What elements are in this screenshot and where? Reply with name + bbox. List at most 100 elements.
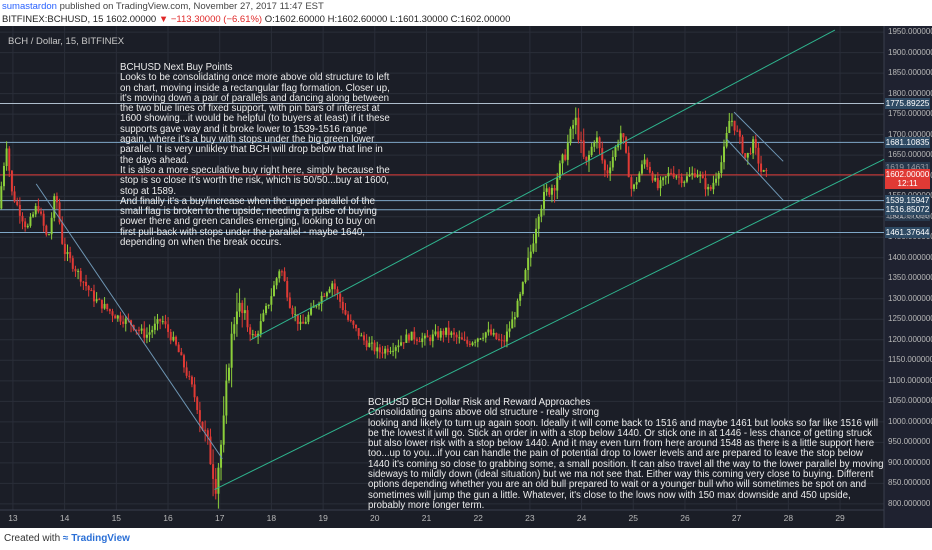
y-tick-label: 1200.000000 — [888, 334, 932, 344]
candle-body — [249, 327, 252, 335]
candle-body — [633, 184, 636, 189]
candle-body — [135, 329, 138, 331]
candle-body — [190, 376, 193, 385]
y-tick-label: 850.000000 — [888, 478, 931, 488]
candle-body — [143, 328, 146, 338]
candle-body — [243, 310, 246, 314]
candle-body — [254, 334, 257, 337]
candle-body — [622, 133, 625, 138]
candle-body — [376, 347, 379, 352]
candle-body — [577, 117, 580, 140]
candle-body — [32, 214, 35, 217]
candle-body — [640, 164, 643, 174]
candle-body — [529, 251, 532, 258]
candle-body — [206, 430, 209, 437]
candle-body — [561, 154, 564, 164]
candle-body — [58, 202, 61, 223]
trend-line — [725, 138, 784, 201]
candle-body — [153, 323, 156, 330]
candle-body — [288, 297, 291, 308]
candle-body — [339, 293, 342, 302]
x-tick-label: 13 — [8, 513, 18, 523]
candle-body — [251, 334, 254, 336]
candle-body — [744, 153, 747, 158]
candle-body — [331, 283, 334, 290]
y-tick-label: 1750.000000 — [888, 109, 932, 119]
candle-body — [280, 271, 283, 273]
candle-body — [736, 130, 739, 132]
candle-body — [418, 341, 421, 343]
chart-canvas[interactable] — [0, 26, 932, 528]
candle-body — [611, 157, 614, 168]
candle-body — [638, 173, 641, 183]
candle-body — [90, 290, 93, 292]
x-tick-label: 22 — [473, 513, 483, 523]
candle-body — [225, 380, 228, 416]
candle-body — [272, 285, 275, 297]
candle-body — [180, 352, 183, 356]
candle-body — [344, 310, 347, 315]
candle-body — [145, 334, 148, 338]
last-price: 1602.00000 — [106, 14, 157, 25]
tradingview-logo[interactable]: ≈ TradingView — [62, 533, 130, 544]
candle-body — [667, 172, 670, 177]
level-tag-partial: 1619.14631 — [885, 162, 930, 174]
candle-body — [762, 170, 765, 172]
candle-body — [527, 257, 530, 271]
candle-body — [482, 337, 485, 339]
candle-body — [683, 181, 686, 183]
candle-body — [235, 311, 238, 325]
candle-body — [696, 175, 699, 177]
candle-body — [548, 188, 551, 195]
candle-body — [159, 319, 162, 322]
candle-body — [707, 187, 710, 190]
candle-body — [558, 163, 561, 179]
candle-body — [63, 243, 66, 255]
candle-body — [500, 339, 503, 341]
candle-body — [487, 329, 490, 333]
candle-body — [614, 147, 617, 158]
candle-body — [699, 175, 702, 177]
candle-body — [381, 352, 384, 354]
candle-body — [421, 338, 424, 342]
candle-body — [108, 309, 111, 312]
candle-body — [508, 328, 511, 332]
candle-body — [222, 415, 225, 445]
price-chart[interactable]: BCH / Dollar, 15, BITFINEX BCHUSD Next B… — [0, 26, 932, 528]
candle-body — [352, 320, 355, 325]
candle-body — [286, 280, 289, 298]
y-tick-label: 1400.000000 — [888, 252, 932, 262]
y-tick-label: 1950.000000 — [888, 27, 932, 37]
level-price-tag: 1775.89225 — [885, 98, 930, 110]
candle-body — [659, 180, 662, 189]
x-tick-label: 15 — [111, 513, 122, 523]
candle-body — [595, 137, 598, 143]
candle-body — [519, 294, 522, 301]
candle-body — [177, 344, 180, 353]
symbol-name: BITFINEX:BCHUSD, 15 — [2, 14, 104, 25]
author-link[interactable]: sumastardon — [2, 1, 57, 12]
x-tick-label: 27 — [731, 513, 742, 523]
x-tick-label: 14 — [59, 513, 70, 523]
candle-body — [42, 213, 45, 226]
candle-body — [198, 410, 201, 422]
candle-body — [394, 347, 397, 351]
candle-body — [265, 305, 268, 314]
x-tick-label: 18 — [266, 513, 277, 523]
candle-body — [40, 211, 43, 214]
candle-body — [122, 321, 125, 324]
candle-body — [468, 343, 471, 346]
x-tick-label: 29 — [835, 513, 845, 523]
candle-body — [34, 206, 37, 215]
candle-body — [466, 340, 469, 344]
candle-body — [325, 292, 328, 297]
y-tick-label: 1850.000000 — [888, 68, 932, 78]
candle-body — [392, 350, 395, 352]
x-tick-label: 21 — [421, 513, 432, 523]
candle-body — [426, 335, 429, 338]
x-tick-label: 20 — [370, 513, 380, 523]
candle-body — [678, 176, 681, 178]
chart-symbol-label: BCH / Dollar, 15, BITFINEX — [8, 36, 125, 47]
candle-body — [400, 342, 403, 346]
y-tick-label: 1300.000000 — [888, 293, 932, 303]
